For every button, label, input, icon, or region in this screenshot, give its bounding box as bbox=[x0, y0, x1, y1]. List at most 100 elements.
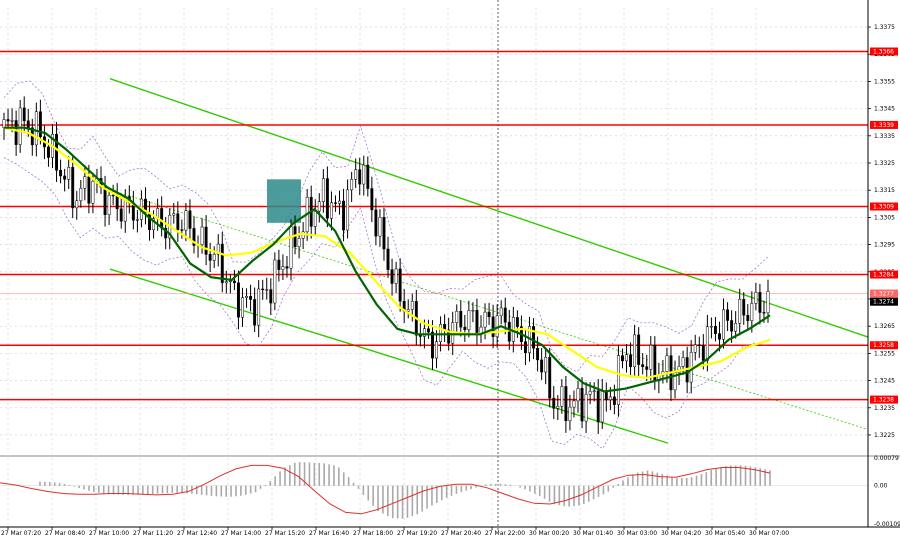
candle-body bbox=[532, 326, 535, 349]
candle-body bbox=[212, 254, 216, 261]
candle-body bbox=[750, 303, 754, 321]
candle-body bbox=[261, 288, 265, 291]
candle-body bbox=[738, 299, 742, 324]
candle-body bbox=[762, 312, 766, 314]
x-tick-label: 27 Mar 15:20 bbox=[265, 530, 305, 537]
channel-lower-line bbox=[109, 268, 669, 444]
candle-body bbox=[422, 328, 426, 337]
candle-body bbox=[317, 201, 321, 212]
candle-body bbox=[204, 226, 208, 255]
candle-body bbox=[564, 386, 568, 422]
candle-body bbox=[237, 282, 240, 318]
ma-slow-line bbox=[3, 126, 771, 380]
x-tick-label: 27 Mar 18:00 bbox=[353, 530, 393, 537]
candle-body bbox=[111, 194, 115, 197]
candle-body bbox=[325, 178, 329, 219]
candle-body bbox=[346, 189, 350, 231]
macd-y-tick-label: 0.00 bbox=[874, 483, 888, 490]
candle-body bbox=[556, 406, 560, 409]
candle-body bbox=[467, 310, 471, 331]
level-badge-bg bbox=[870, 202, 898, 211]
candle-body bbox=[540, 359, 544, 373]
x-tick-label: 30 Mar 03:00 bbox=[617, 530, 657, 537]
price-badges: 1.3366 1.3339 1.3309 1.3284 1.3258 1.3238 1.32… bbox=[870, 47, 898, 404]
level-badge-bg bbox=[870, 395, 898, 404]
candle-body bbox=[439, 324, 443, 342]
candle-body bbox=[152, 218, 156, 230]
candle-body bbox=[625, 354, 628, 362]
candle-body bbox=[265, 289, 269, 291]
candle-body bbox=[249, 296, 253, 300]
candle-body bbox=[612, 396, 616, 405]
level-badge-label: 1.3238 bbox=[873, 397, 894, 404]
level-badge-bg bbox=[870, 120, 898, 129]
candle-body bbox=[34, 111, 38, 146]
candle-body bbox=[608, 396, 612, 401]
candle-body bbox=[338, 200, 341, 204]
candle-body bbox=[192, 228, 196, 246]
candle-body bbox=[172, 213, 176, 216]
candle-body bbox=[410, 301, 414, 310]
candle-body bbox=[10, 120, 14, 122]
candle-body bbox=[463, 326, 467, 331]
candle-body bbox=[633, 334, 637, 368]
candle-body bbox=[394, 268, 398, 284]
candle-body bbox=[216, 243, 220, 255]
candle-body bbox=[334, 202, 337, 204]
x-tick-label: 27 Mar 19:20 bbox=[397, 530, 437, 537]
candle-body bbox=[184, 210, 188, 231]
x-tick-label: 27 Mar 10:00 bbox=[89, 530, 129, 537]
y-tick-label: 1.3295 bbox=[874, 242, 895, 249]
candle-body bbox=[79, 188, 83, 201]
candle-body bbox=[758, 292, 762, 313]
candle-body bbox=[435, 341, 438, 359]
candle-body bbox=[321, 178, 325, 202]
candle-body bbox=[572, 400, 576, 408]
candle-body bbox=[455, 311, 459, 323]
y-tick-label: 1.3265 bbox=[874, 323, 895, 330]
y-tick-label: 1.3335 bbox=[874, 133, 895, 140]
candle-body bbox=[641, 364, 645, 367]
level-badge-label: 1.3284 bbox=[873, 272, 894, 279]
candle-body bbox=[119, 208, 123, 222]
y-tick-label: 1.3245 bbox=[874, 378, 895, 385]
candle-body bbox=[148, 212, 151, 230]
candle-body bbox=[665, 355, 669, 372]
candle-body bbox=[471, 310, 475, 312]
y-tick-label: 1.3305 bbox=[874, 214, 895, 221]
candle-body bbox=[257, 288, 261, 326]
candle-body bbox=[649, 344, 653, 370]
candle-body bbox=[297, 238, 301, 247]
ask-badge-bg bbox=[870, 289, 898, 298]
candle-body bbox=[560, 386, 564, 407]
x-tick-label: 30 Mar 00:20 bbox=[529, 530, 569, 537]
x-tick-label: 27 Mar 12:40 bbox=[177, 530, 217, 537]
x-tick-label: 30 Mar 05:40 bbox=[705, 530, 745, 537]
candle-body bbox=[273, 259, 277, 304]
candle-body bbox=[406, 309, 410, 312]
y-tick-label: 1.3355 bbox=[874, 78, 895, 85]
candle-body bbox=[208, 254, 212, 261]
x-tick-label: 27 Mar 07:20 bbox=[1, 530, 41, 537]
candle-body bbox=[709, 326, 713, 328]
x-tick-label: 30 Mar 01:40 bbox=[573, 530, 613, 537]
candle-body bbox=[713, 326, 717, 334]
candle-body bbox=[705, 326, 709, 361]
candle-body bbox=[59, 169, 63, 177]
y-tick-label: 1.3345 bbox=[874, 106, 895, 113]
level-badge-label: 1.3258 bbox=[873, 342, 894, 349]
candle-body bbox=[220, 243, 224, 284]
candle-body bbox=[487, 311, 491, 318]
x-tick-label: 27 Mar 11:20 bbox=[133, 530, 173, 537]
candle-body bbox=[552, 397, 556, 409]
candle-body bbox=[370, 188, 374, 211]
candle-body bbox=[730, 320, 734, 332]
candle-body bbox=[2, 119, 6, 128]
candle-body bbox=[584, 394, 588, 422]
envelope-lower bbox=[3, 157, 769, 450]
candle-body bbox=[176, 213, 180, 230]
candles bbox=[2, 96, 770, 435]
candle-body bbox=[313, 210, 317, 227]
candle-body bbox=[754, 292, 758, 304]
